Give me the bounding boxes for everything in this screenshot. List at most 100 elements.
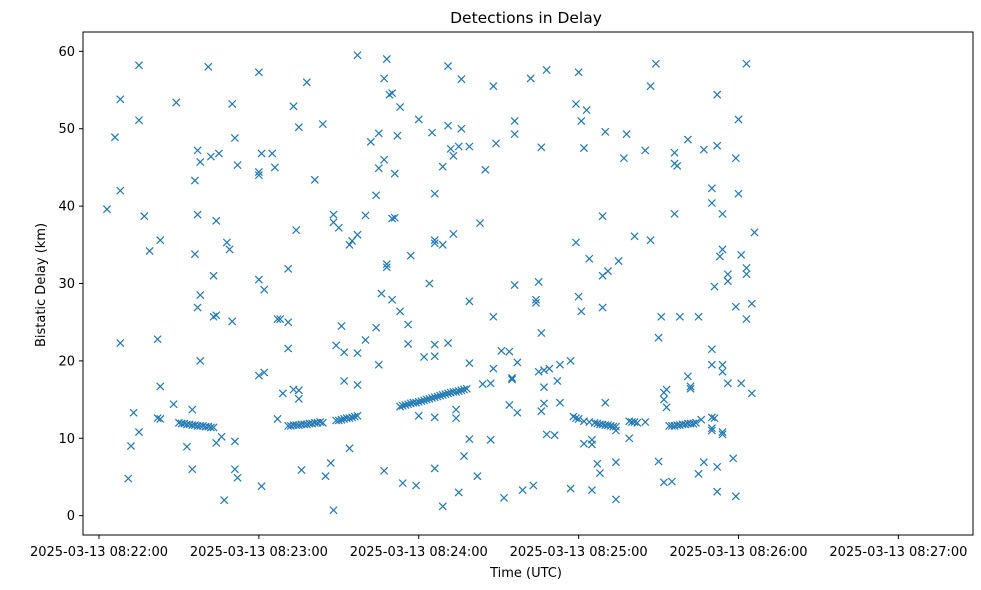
data-point	[481, 165, 490, 174]
data-point	[601, 398, 610, 407]
data-point	[713, 141, 722, 150]
data-point	[169, 400, 178, 409]
data-point	[396, 103, 405, 112]
data-point	[425, 394, 434, 403]
data-point	[673, 161, 682, 170]
data-point	[196, 157, 205, 167]
data-point	[670, 148, 679, 157]
data-point	[715, 252, 724, 261]
data-point	[444, 389, 453, 398]
x-axis: 2025-03-13 08:22:00 2025-03-13 08:23:00 20…	[30, 535, 967, 560]
data-point	[172, 98, 181, 107]
data-point	[254, 171, 263, 180]
data-point	[134, 116, 143, 125]
data-point	[489, 82, 498, 91]
data-point	[254, 168, 263, 177]
data-point	[414, 411, 423, 420]
data-point	[382, 260, 391, 269]
data-point	[273, 414, 282, 423]
data-point	[316, 417, 325, 427]
data-point	[729, 454, 738, 463]
data-point	[646, 82, 655, 91]
data-point	[641, 146, 650, 155]
data-point	[430, 352, 439, 361]
data-point	[254, 68, 263, 77]
data-point	[526, 74, 535, 83]
x-axis-label: Time (UTC)	[489, 566, 562, 581]
data-point	[697, 415, 706, 424]
data-point	[153, 414, 162, 423]
data-point	[465, 359, 474, 368]
data-point	[404, 400, 413, 409]
data-point	[707, 360, 716, 369]
data-point	[193, 303, 202, 312]
data-point	[537, 143, 546, 152]
data-point	[284, 264, 293, 273]
data-point	[134, 61, 143, 70]
data-point	[531, 295, 541, 304]
data-point	[414, 397, 423, 406]
data-point	[430, 393, 439, 402]
data-point	[566, 356, 575, 365]
data-point	[542, 430, 551, 439]
data-point	[129, 408, 138, 417]
data-point	[260, 285, 269, 294]
data-point	[747, 389, 756, 398]
data-point	[220, 496, 229, 505]
data-point	[707, 426, 716, 435]
data-point	[683, 135, 692, 144]
data-point	[257, 482, 266, 491]
data-point	[611, 495, 620, 504]
data-point	[718, 430, 727, 439]
data-point	[731, 302, 740, 311]
data-point	[334, 416, 343, 425]
data-point	[574, 292, 583, 301]
data-point	[140, 212, 149, 221]
data-point	[531, 298, 541, 307]
data-point	[225, 245, 234, 254]
data-point	[539, 366, 549, 375]
data-point	[145, 246, 154, 256]
data-point	[102, 205, 112, 214]
data-point	[507, 375, 517, 384]
data-point	[731, 492, 740, 501]
data-point	[196, 356, 205, 365]
data-point	[430, 340, 439, 349]
data-point	[345, 240, 354, 249]
data-point	[574, 414, 583, 423]
plot-frame	[82, 31, 974, 536]
y-tick-label: 30	[58, 277, 75, 292]
data-point	[555, 398, 565, 407]
data-point	[710, 282, 719, 291]
data-point	[497, 346, 506, 355]
data-point	[156, 414, 165, 423]
data-point	[310, 175, 319, 184]
data-point	[337, 415, 346, 424]
data-point	[574, 68, 583, 77]
data-point	[348, 413, 357, 422]
data-point	[401, 400, 410, 410]
data-point	[718, 428, 727, 437]
data-point	[116, 186, 125, 195]
data-point	[404, 339, 413, 348]
y-axis: 0 10 20 30 40 50 60	[58, 45, 83, 524]
data-point	[428, 394, 437, 403]
data-point	[486, 435, 495, 444]
data-point	[412, 398, 421, 407]
data-point	[134, 428, 143, 437]
data-point	[388, 295, 397, 304]
data-point	[420, 352, 429, 362]
data-point	[329, 506, 338, 515]
data-point	[388, 89, 397, 98]
data-point	[694, 469, 703, 478]
data-point	[340, 376, 349, 386]
data-point	[230, 133, 239, 143]
data-point	[460, 385, 469, 394]
data-point	[601, 127, 610, 136]
data-point	[374, 164, 383, 173]
data-point	[217, 432, 226, 441]
data-point	[438, 390, 447, 399]
data-point	[380, 155, 389, 164]
data-point	[457, 386, 466, 395]
